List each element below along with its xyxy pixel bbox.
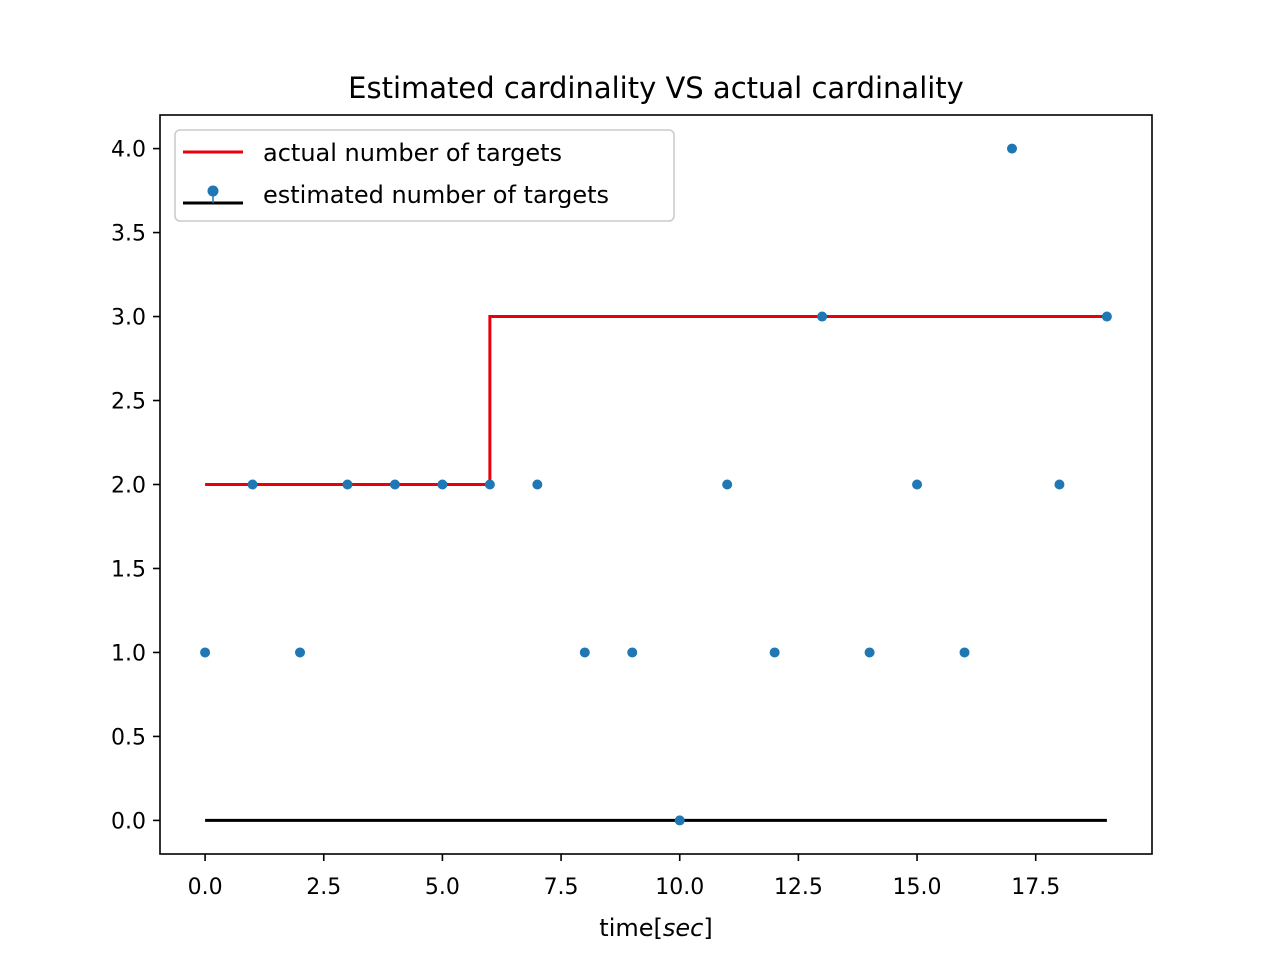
series-actual-line: [205, 315, 1107, 486]
x-tick-label: 2.5: [306, 875, 341, 900]
x-tick-label: 15.0: [893, 875, 942, 900]
estimated-point: [627, 647, 638, 658]
estimated-point: [437, 479, 448, 490]
estimated-point: [484, 479, 495, 490]
estimated-point: [912, 479, 923, 490]
y-tick-label: 3.0: [111, 306, 146, 331]
y-axis-ticks: 0.0 0.5 1.0 1.5 2.0 2.5 3.0 3.5 4.0: [111, 138, 160, 834]
y-tick-label: 3.5: [111, 222, 146, 247]
estimated-point: [389, 479, 400, 490]
estimated-point: [1101, 311, 1112, 322]
estimated-point: [722, 479, 733, 490]
x-tick-label: 10.0: [655, 875, 704, 900]
x-tick-label: 12.5: [774, 875, 823, 900]
estimated-point: [959, 647, 970, 658]
estimated-point: [1006, 143, 1017, 154]
y-tick-label: 0.0: [111, 809, 146, 834]
estimated-point: [532, 479, 543, 490]
y-tick-label: 2.0: [111, 474, 146, 499]
estimated-point: [342, 479, 353, 490]
x-axis-label-unit: sec: [663, 914, 703, 942]
estimated-point: [864, 647, 875, 658]
legend: actual number of targets estimated numbe…: [174, 129, 675, 222]
chart-title: Estimated cardinality VS actual cardinal…: [348, 71, 964, 105]
estimated-point: [769, 647, 780, 658]
estimated-point: [579, 647, 590, 658]
x-axis-label: time[sec]: [599, 914, 712, 942]
legend-label-estimated: estimated number of targets: [263, 181, 609, 209]
y-tick-label: 1.5: [111, 557, 146, 582]
estimated-point: [200, 647, 211, 658]
estimated-point: [247, 479, 258, 490]
plot-content: [200, 143, 1112, 826]
x-tick-label: 17.5: [1011, 875, 1060, 900]
legend-swatch-estimated-marker: [207, 185, 219, 197]
x-tick-label: 5.0: [425, 875, 460, 900]
y-tick-label: 1.0: [111, 641, 146, 666]
x-tick-label: 7.5: [544, 875, 579, 900]
x-axis-label-prefix: time[: [599, 914, 663, 942]
y-tick-label: 2.5: [111, 390, 146, 415]
x-axis-ticks: 0.0 2.5 5.0 7.5 10.0 12.5 15.0 17.5: [188, 854, 1060, 900]
y-tick-label: 0.5: [111, 725, 146, 750]
estimated-point: [817, 311, 828, 322]
y-tick-label: 4.0: [111, 138, 146, 163]
x-tick-label: 0.0: [188, 875, 223, 900]
legend-label-actual: actual number of targets: [263, 139, 562, 167]
axes-frame: [159, 114, 1153, 855]
estimated-point: [295, 647, 306, 658]
estimated-point: [674, 815, 685, 826]
x-axis-label-suffix: ]: [703, 914, 712, 942]
estimated-point: [1054, 479, 1065, 490]
legend-box: [174, 129, 675, 222]
